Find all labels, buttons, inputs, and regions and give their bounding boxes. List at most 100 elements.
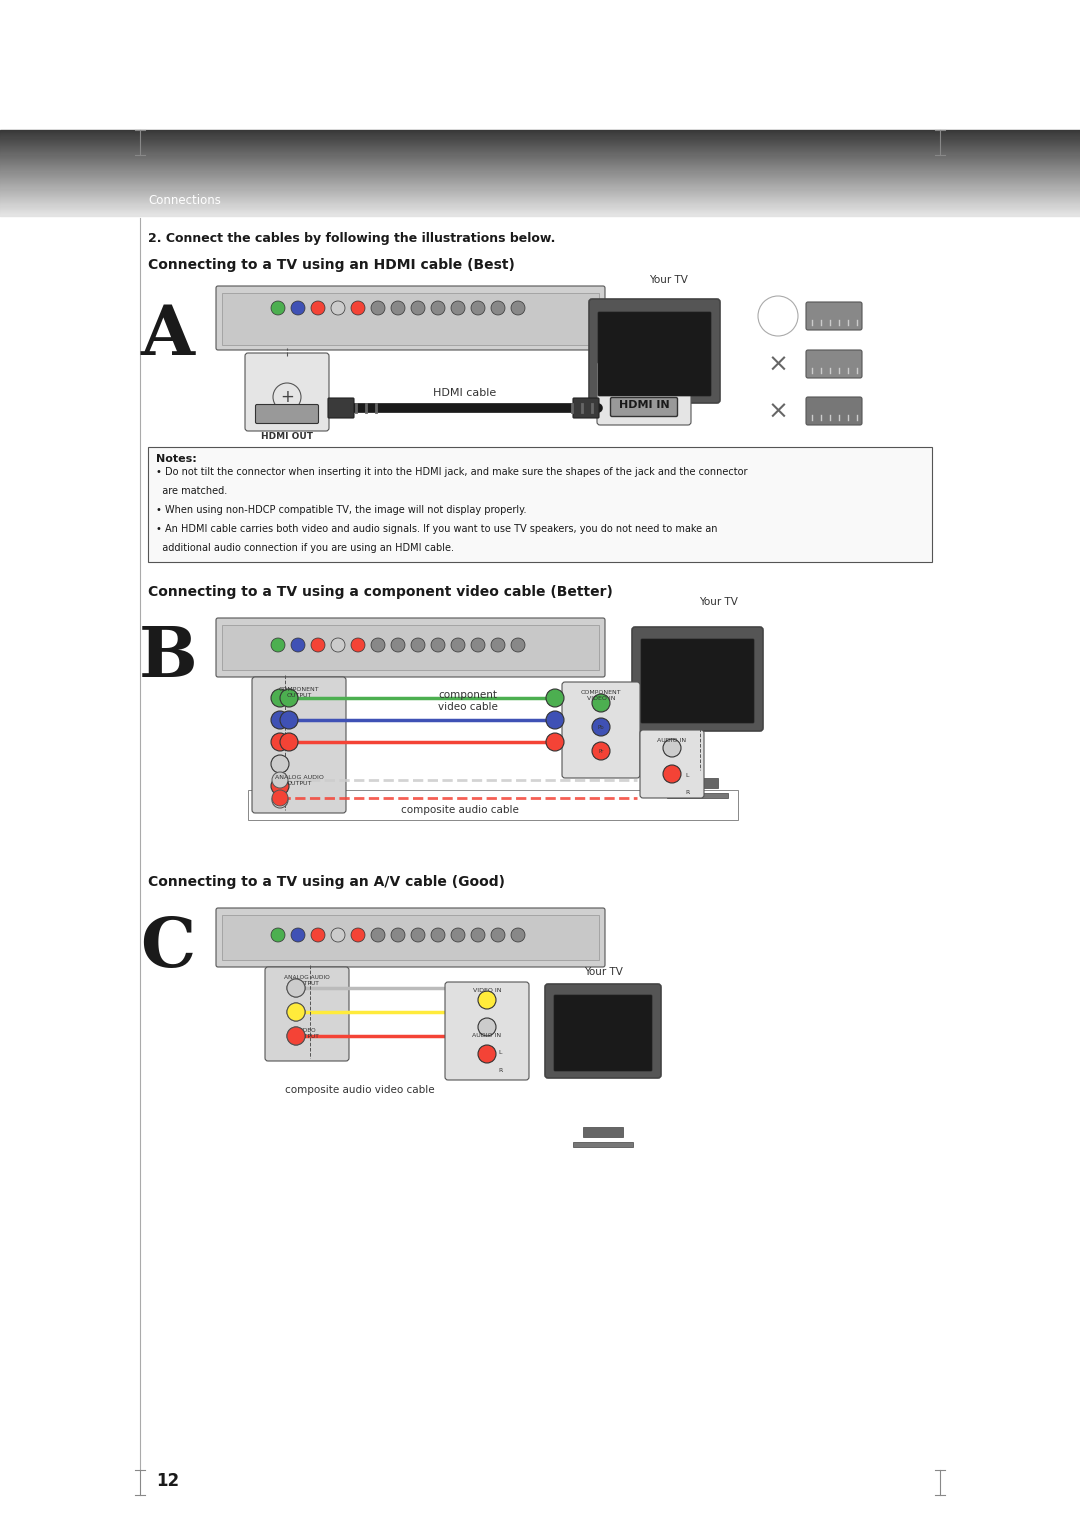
Text: • Do not tilt the connector when inserting it into the HDMI jack, and make sure : • Do not tilt the connector when inserti… (156, 468, 747, 477)
Text: component
video cable: component video cable (438, 691, 498, 712)
FancyBboxPatch shape (806, 303, 862, 330)
Bar (0, 167, 1080, 168)
Circle shape (287, 1002, 305, 1021)
Bar (0, 163, 1080, 165)
Circle shape (471, 927, 485, 941)
Bar (0, 197, 1080, 199)
Circle shape (478, 992, 496, 1008)
Circle shape (311, 301, 325, 315)
FancyBboxPatch shape (545, 984, 661, 1077)
Bar (0, 150, 1080, 151)
Bar (0, 160, 1080, 162)
Bar (0, 180, 1080, 182)
Bar (0, 174, 1080, 176)
Circle shape (411, 639, 426, 652)
Text: HDMI OUT: HDMI OUT (261, 432, 313, 442)
Bar (0, 177, 1080, 179)
Text: Your TV: Your TV (699, 597, 738, 607)
Circle shape (663, 740, 681, 756)
Bar (0, 200, 1080, 202)
Bar (0, 142, 1080, 144)
Circle shape (546, 711, 564, 729)
Bar (0, 205, 1080, 206)
Circle shape (271, 733, 289, 750)
Circle shape (592, 694, 610, 712)
Bar (0, 159, 1080, 160)
Circle shape (271, 689, 289, 707)
Text: A: A (141, 301, 195, 368)
Circle shape (280, 711, 298, 729)
Circle shape (330, 927, 345, 941)
Circle shape (272, 792, 288, 808)
FancyBboxPatch shape (216, 908, 605, 967)
Bar (573, 1141, 633, 1148)
Bar (0, 194, 1080, 196)
Bar (0, 171, 1080, 173)
Bar (0, 179, 1080, 180)
FancyBboxPatch shape (597, 361, 691, 425)
Circle shape (546, 689, 564, 707)
Bar (0, 154, 1080, 156)
Circle shape (431, 301, 445, 315)
FancyBboxPatch shape (216, 286, 605, 350)
Circle shape (287, 1027, 305, 1045)
Circle shape (280, 733, 298, 750)
Circle shape (592, 718, 610, 736)
Bar (0, 170, 1080, 171)
Text: ANALOG AUDIO
OUTPUT: ANALOG AUDIO OUTPUT (284, 975, 329, 986)
Circle shape (291, 639, 305, 652)
Bar (0, 209, 1080, 211)
Circle shape (271, 711, 289, 729)
Bar (0, 212, 1080, 214)
Bar (0, 188, 1080, 189)
Bar (0, 162, 1080, 163)
Bar (0, 176, 1080, 177)
Circle shape (271, 301, 285, 315)
Bar (0, 133, 1080, 134)
Bar (0, 199, 1080, 200)
Circle shape (330, 301, 345, 315)
Text: ANALOG AUDIO
OUTPUT: ANALOG AUDIO OUTPUT (274, 775, 323, 787)
Circle shape (351, 927, 365, 941)
Bar (0, 196, 1080, 197)
Bar (0, 171, 1080, 173)
Circle shape (411, 301, 426, 315)
Circle shape (311, 639, 325, 652)
Circle shape (491, 927, 505, 941)
Text: L: L (685, 773, 689, 778)
Bar (0, 145, 1080, 147)
Bar (0, 183, 1080, 185)
Circle shape (291, 301, 305, 315)
Bar (0, 188, 1080, 189)
Text: Connections: Connections (148, 194, 221, 206)
Bar (222, 915, 599, 960)
Bar (0, 163, 1080, 165)
Bar (0, 193, 1080, 194)
Text: Pb: Pb (597, 724, 605, 730)
Bar (0, 153, 1080, 154)
Text: composite audio video cable: composite audio video cable (285, 1085, 435, 1096)
FancyBboxPatch shape (640, 730, 704, 798)
Bar (0, 182, 1080, 183)
Circle shape (491, 301, 505, 315)
Text: R: R (685, 790, 689, 795)
Bar (583, 1128, 623, 1137)
Text: ×: × (768, 353, 788, 377)
Text: L: L (498, 1050, 501, 1054)
Bar (624, 465, 685, 471)
Circle shape (280, 689, 298, 707)
FancyBboxPatch shape (148, 448, 932, 562)
Circle shape (291, 927, 305, 941)
Bar (0, 151, 1080, 153)
Bar (0, 131, 1080, 133)
Text: Connecting to a TV using an A/V cable (Good): Connecting to a TV using an A/V cable (G… (148, 876, 505, 889)
Bar (0, 150, 1080, 151)
FancyBboxPatch shape (589, 299, 720, 403)
Circle shape (287, 1027, 305, 1045)
Circle shape (471, 639, 485, 652)
FancyBboxPatch shape (256, 405, 319, 423)
Bar (0, 173, 1080, 174)
FancyBboxPatch shape (216, 617, 605, 677)
Text: ×: × (768, 400, 788, 423)
Circle shape (272, 790, 288, 805)
